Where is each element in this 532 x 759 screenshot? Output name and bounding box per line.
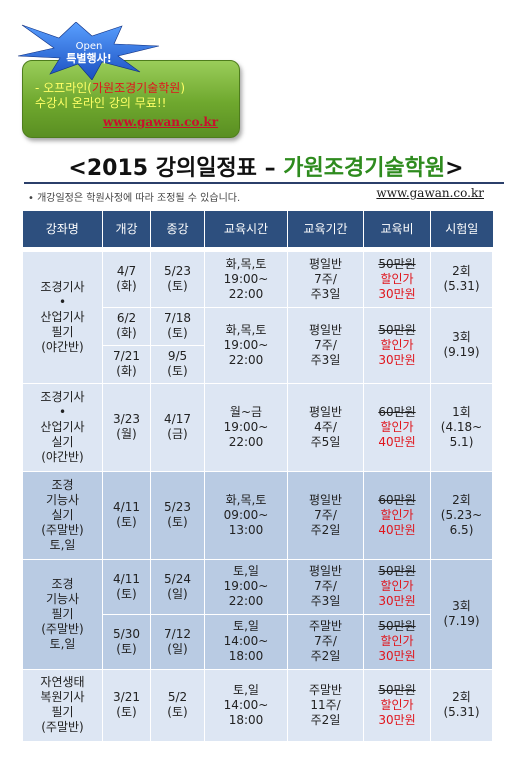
time-cell: 화,목,토 19:00~ 22:00 [204,306,288,384]
starburst-icon [17,22,160,80]
time-cell: 토,일 19:00~ 22:00 [204,558,288,615]
exam-cell: 2회 (5.31) [430,250,493,308]
time-cell: 토,일 14:00~ 18:00 [204,668,288,742]
end-date-cell: 5/2 (토) [150,668,205,742]
time-cell: 화,목,토 19:00~ 22:00 [204,250,288,308]
end-date-cell: 9/5 (토) [150,344,205,384]
exam-cell: 3회 (9.19) [430,306,493,384]
start-date-cell: 5/30 (토) [102,613,151,670]
fee-cell: 50만원 할인가 30만원 [363,306,431,384]
period-cell: 주말반 11주/주2일 [287,668,364,742]
header-time: 교육시간 [204,211,288,247]
course-name-cell: 조경 기능사 필기 (주말반) 토,일 [22,558,103,670]
table-header-row: 강좌명 개강 종강 교육시간 교육기간 교육비 시험일 [22,211,493,247]
end-date-cell: 5/23 (토) [150,470,205,560]
end-date-cell: 5/24 (일) [150,558,205,615]
start-date-cell: 4/7 (화) [102,250,151,308]
end-date-cell: 7/12 (일) [150,613,205,670]
end-date-cell: 4/17 (금) [150,382,205,472]
start-date-cell: 3/23 (월) [102,382,151,472]
time-cell: 토,일 14:00~ 18:00 [204,613,288,670]
course-name-cell: 조경기사 • 산업기사 필기 (야간반) [22,250,103,384]
period-cell: 평일반 7주/주3일 [287,250,364,308]
fee-cell: 50만원 할인가 30만원 [363,558,431,615]
fee-cell: 50만원 할인가 30만원 [363,613,431,670]
promo-url-link[interactable]: www.gawan.co.kr [103,115,219,129]
burst-open-text: Open [75,41,103,52]
header-exam: 시험일 [430,211,493,247]
header-period: 교육기간 [287,211,364,247]
fee-cell: 50만원 할인가 30만원 [363,250,431,308]
title-divider [24,182,504,184]
table-row: 조경 기능사 필기 (주말반) 토,일 4/11 (토) 5/24 (일) 토,일 19:00… [22,558,493,670]
header-fee: 교육비 [363,211,431,247]
schedule-note: • 개강일정은 학원사정에 따라 조정될 수 있습니다. [28,193,241,204]
table-row: 7/21 (화) 9/5 (토) [23,344,493,384]
site-url-link[interactable]: www.gawan.co.kr [376,186,484,200]
course-name-cell: 조경 기능사 실기 (주말반) 토,일 [22,470,103,560]
start-date-cell: 4/11 (토) [102,470,151,560]
end-date-cell: 7/18 (토) [150,306,205,346]
period-cell: 평일반 7주/주3일 [287,306,364,384]
fee-cell: 60만원 할인가 40만원 [363,382,431,472]
period-cell: 평일반 7주/주3일 [287,558,364,615]
start-date-cell: 7/21 (화) [102,344,151,384]
exam-cell: 1회 (4.18~ 5.1) [430,382,493,472]
start-date-cell: 4/11 (토) [102,558,151,615]
start-date-cell: 3/21 (토) [102,668,151,742]
page-title: <2015 강의일정표 – 가원조경기술학원> [68,156,464,181]
course-name-cell: 조경기사 • 산업기사 실기 (야간반) [22,382,103,472]
table-row: 조경기사 • 산업기사 실기 (야간반) 3/23 (월) 4/17 (금) 월~금 19:0… [22,382,493,472]
period-cell: 주말반 7주/주2일 [287,613,364,670]
header-course: 강좌명 [22,211,103,247]
table-row: 조경 기능사 실기 (주말반) 토,일 4/11 (토) 5/23 (토) 화,목,토 09:… [22,470,493,560]
fee-cell: 60만원 할인가 40만원 [363,470,431,560]
exam-cell: 2회 (5.23~ 6.5) [430,470,493,560]
course-name-cell: 자연생태 복원기사 필기 (주말반) [22,668,103,742]
promo-box: - 오프라인(가원조경기술학원) 수강시 온라인 강의 무료!! www.gaw… [22,60,240,138]
exam-cell: 2회 (5.31) [430,668,493,742]
header-end: 종강 [150,211,205,247]
time-cell: 화,목,토 09:00~ 13:00 [204,470,288,560]
period-cell: 평일반 7주/주2일 [287,470,364,560]
fee-cell: 50만원 할인가 30만원 [363,668,431,742]
schedule-table: 강좌명 개강 종강 교육시간 교육기간 교육비 시험일 조경기사 • 산업기사 필기(… [22,211,493,742]
exam-cell: 3회 (7.19) [430,558,493,670]
promo-line-2: 수강시 온라인 강의 무료!! [35,96,167,110]
burst-event-text: 특별행사! [66,52,112,65]
period-cell: 평일반 4주/주5일 [287,382,364,472]
table-row: 5/30 (토) 7/12 (일) 토,일 14:00~ 18:00 주말반 7주/주2일… [23,613,493,670]
header-start: 개강 [102,211,151,247]
start-date-cell: 6/2 (화) [102,306,151,346]
promo-line-1: - 오프라인(가원조경기술학원) [35,81,186,95]
end-date-cell: 5/23 (토) [150,250,205,308]
table-row: 자연생태 복원기사 필기 (주말반) 3/21 (토) 5/2 (토) 토,일 14:00~… [22,668,493,742]
time-cell: 월~금 19:00~ 22:00 [204,382,288,472]
table-row: 조경기사 • 산업기사 필기 (야간반) 4/7 (화) 5/23 (토) 화,목,토 19:… [22,250,493,384]
